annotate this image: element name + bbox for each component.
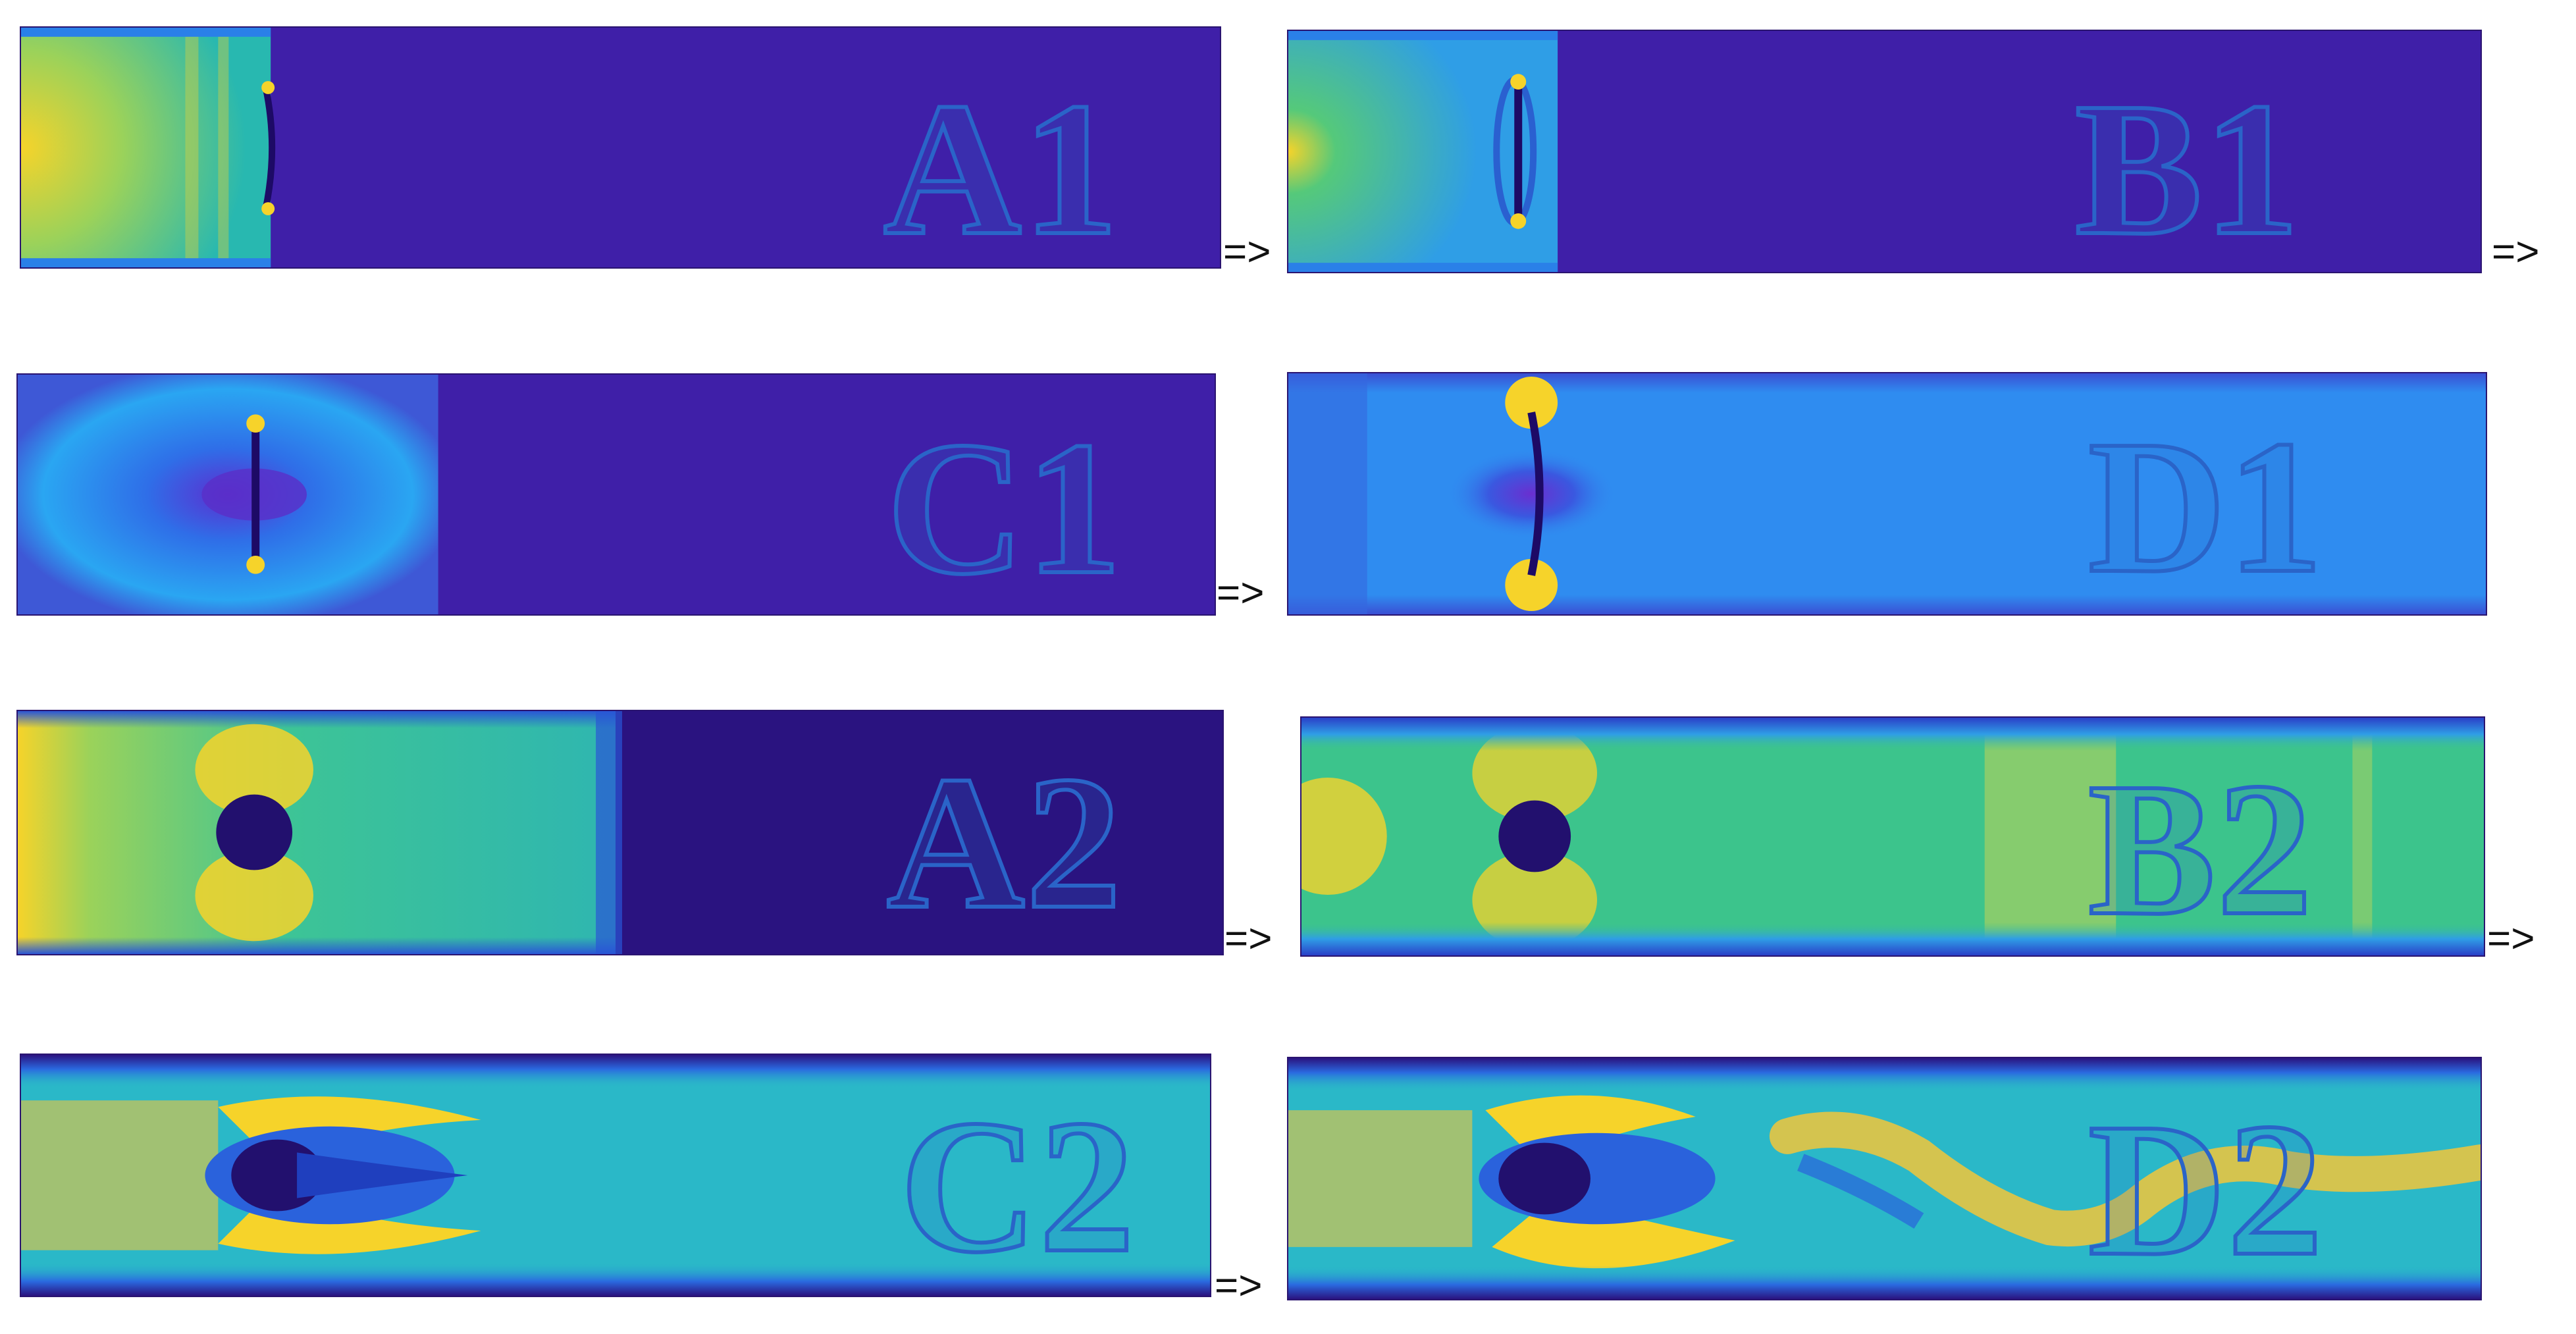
- field-c1-image: [18, 375, 1215, 614]
- panel-label-a2: A2: [885, 737, 1123, 948]
- panel-label-c2: C2: [898, 1081, 1136, 1292]
- field-d2-image: [1288, 1058, 2481, 1299]
- panel-label-a1: A1: [881, 63, 1120, 269]
- panel-label-d1: D1: [2086, 401, 2325, 612]
- field-a2-image: [18, 711, 1222, 954]
- field-b1-image: [1288, 31, 2481, 272]
- panel-b2: B2: [1300, 716, 2485, 957]
- panel-label-d2: D2: [2086, 1084, 2325, 1295]
- panel-d1: D1: [1287, 372, 2487, 616]
- panel-c2: C2: [20, 1054, 1211, 1297]
- panel-c1: C1: [16, 373, 1216, 616]
- panel-b1: B1: [1287, 30, 2482, 273]
- arrow-b1-to-c1: =>: [2492, 229, 2540, 275]
- field-c2-image: [21, 1055, 1210, 1296]
- field-a1-image: [21, 28, 1220, 267]
- arrow-a1-to-b1: =>: [1223, 229, 1271, 275]
- panel-label-c1: C1: [885, 402, 1123, 614]
- arrow-a2-to-b2: =>: [1224, 916, 1273, 961]
- arrow-c1-to-d1: =>: [1217, 570, 1265, 616]
- panel-a1: A1: [20, 26, 1221, 269]
- panel-label-b1: B1: [2073, 63, 2301, 273]
- panel-label-b2: B2: [2086, 743, 2314, 955]
- panel-a2: A2: [16, 710, 1224, 955]
- panel-d2: D2: [1287, 1057, 2482, 1300]
- arrow-b2-to-c2: =>: [2487, 916, 2535, 961]
- arrow-c2-to-d2: =>: [1215, 1263, 1263, 1308]
- field-b2-image: [1301, 718, 2484, 955]
- field-d1-image: [1288, 373, 2486, 614]
